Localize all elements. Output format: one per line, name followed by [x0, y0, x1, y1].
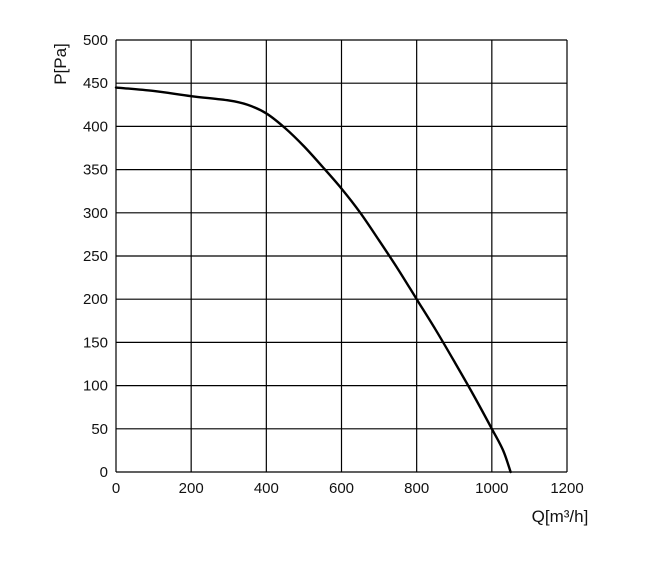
- x-tick-label-6: 1200: [550, 480, 583, 497]
- x-tick-label-4: 800: [404, 480, 429, 497]
- y-tick-label-1: 50: [91, 421, 108, 438]
- y-tick-label-0: 0: [100, 464, 108, 481]
- y-tick-label-3: 150: [83, 334, 108, 351]
- y-tick-label-9: 450: [83, 75, 108, 92]
- x-tick-label-3: 600: [329, 480, 354, 497]
- x-tick-label-2: 400: [254, 480, 279, 497]
- series-layer: [114, 86, 512, 474]
- y-tick-label-6: 300: [83, 205, 108, 222]
- y-tick-label-2: 100: [83, 378, 108, 395]
- x-tick-labels: 0 200 400 600 800 1000 1200: [112, 480, 584, 497]
- series-line-0: [114, 86, 512, 474]
- y-tick-label-8: 400: [83, 118, 108, 135]
- y-tick-labels: 0 50 100 150 200 250 300 350 400 450 500: [83, 32, 108, 481]
- x-tick-label-0: 0: [112, 480, 120, 497]
- grid: [115, 39, 568, 473]
- y-tick-label-5: 250: [83, 248, 108, 265]
- y-axis-label: P[Pa]: [51, 43, 70, 85]
- y-tick-label-10: 500: [83, 32, 108, 49]
- x-tick-label-5: 1000: [475, 480, 508, 497]
- y-tick-label-7: 350: [83, 162, 108, 179]
- x-tick-label-1: 200: [179, 480, 204, 497]
- y-tick-label-4: 200: [83, 291, 108, 308]
- x-axis-label: Q[m³/h]: [532, 507, 589, 526]
